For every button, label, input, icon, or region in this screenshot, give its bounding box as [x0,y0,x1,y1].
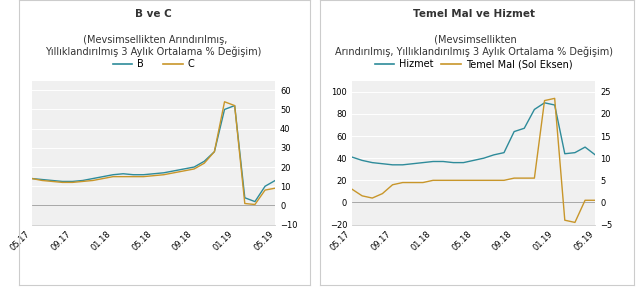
Text: (Mevsimsellikten
Arındırılmış, Yıllıklandırılmış 3 Aylık Ortalama % Değişim): (Mevsimsellikten Arındırılmış, Yıllıklan… [335,35,612,57]
Text: B ve C: B ve C [135,9,172,19]
Legend: B, C: B, C [109,55,198,73]
Legend: Hizmet, Temel Mal (Sol Eksen): Hizmet, Temel Mal (Sol Eksen) [371,55,576,73]
Text: (Mevsimsellikten Arındırılmış,
Yıllıklandırılmış 3 Aylık Ortalama % Değişim): (Mevsimsellikten Arındırılmış, Yıllıklan… [45,35,262,57]
Text: Temel Mal ve Hizmet: Temel Mal ve Hizmet [413,9,534,19]
